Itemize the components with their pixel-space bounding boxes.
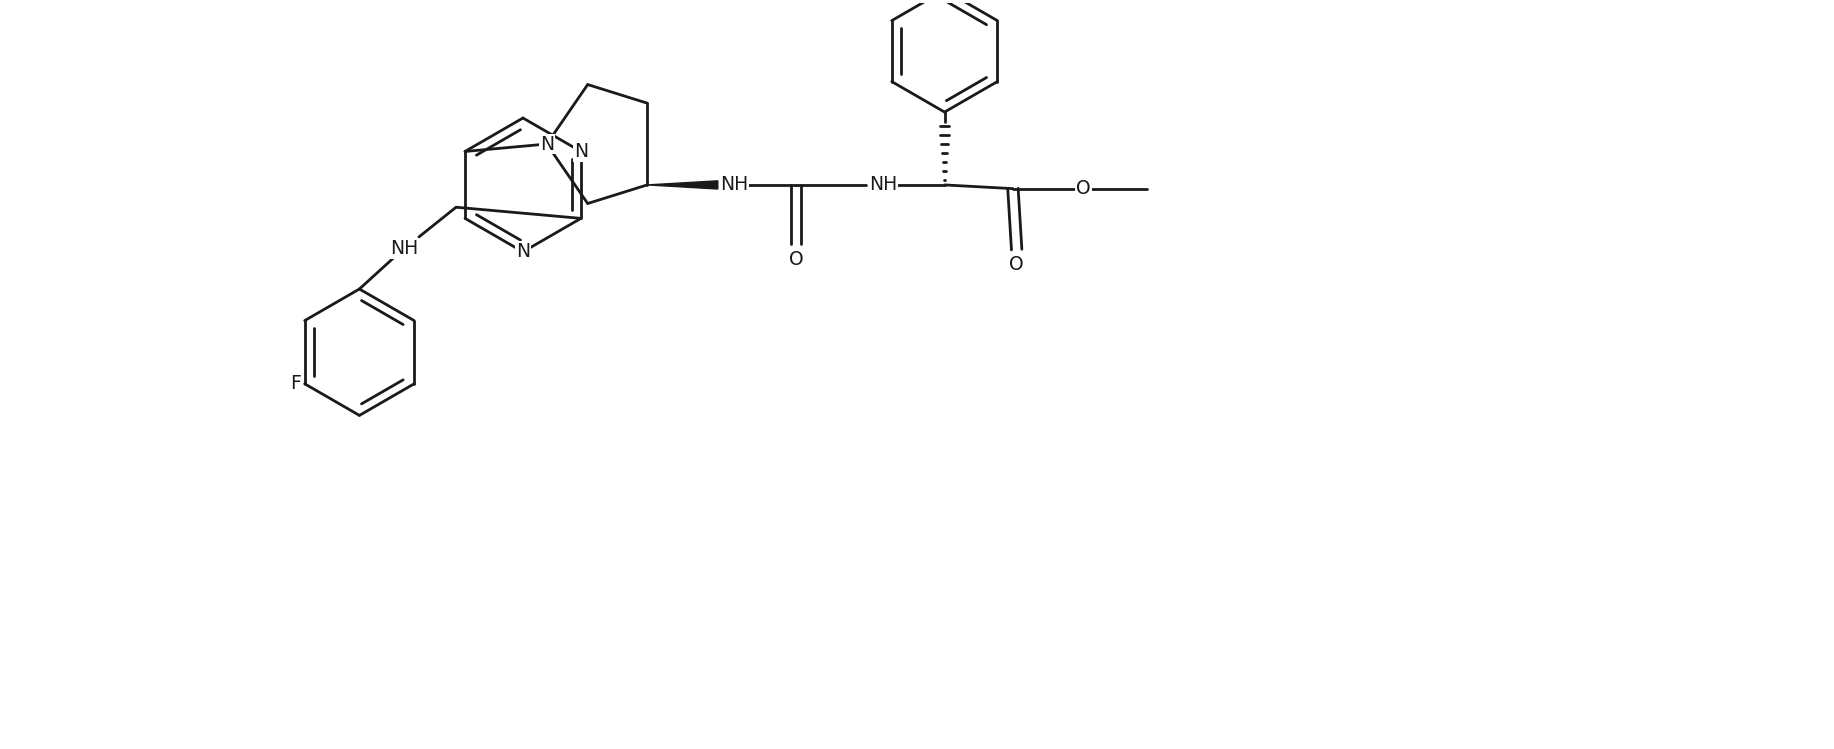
Polygon shape: [647, 181, 717, 189]
Text: N: N: [574, 142, 589, 161]
Text: NH: NH: [391, 239, 418, 258]
Text: O: O: [789, 249, 803, 269]
Text: N: N: [515, 243, 530, 261]
Text: O: O: [1077, 179, 1091, 198]
Text: F: F: [290, 374, 301, 393]
Text: N: N: [539, 135, 554, 154]
Text: O: O: [1009, 255, 1023, 274]
Text: NH: NH: [721, 175, 748, 195]
Text: NH: NH: [869, 175, 897, 195]
